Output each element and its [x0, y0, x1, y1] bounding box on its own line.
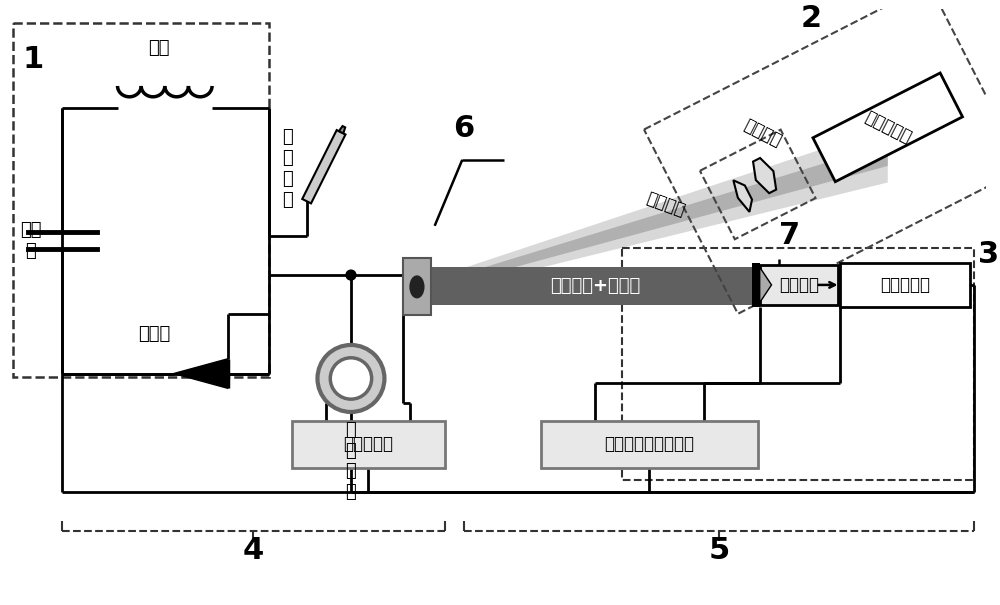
Bar — [622, 249, 974, 480]
Bar — [752, 263, 760, 307]
Polygon shape — [760, 267, 772, 302]
Polygon shape — [174, 359, 228, 388]
Bar — [760, 265, 838, 304]
Bar — [403, 258, 431, 315]
Text: 连续激光: 连续激光 — [644, 189, 688, 220]
Text: 3: 3 — [978, 240, 999, 269]
Text: 4: 4 — [243, 535, 264, 564]
Text: 数字延迟脉冲发生器: 数字延迟脉冲发生器 — [604, 436, 694, 454]
Bar — [840, 263, 970, 307]
Text: 电感: 电感 — [148, 39, 170, 57]
Polygon shape — [302, 130, 346, 203]
Text: 罗
氏
线
圈: 罗 氏 线 圈 — [346, 421, 356, 501]
Text: 电容
器: 电容 器 — [20, 221, 42, 260]
Text: 数字示波器: 数字示波器 — [343, 436, 393, 454]
Ellipse shape — [330, 358, 372, 399]
Bar — [541, 421, 758, 468]
Polygon shape — [753, 158, 776, 193]
Text: 高
压
探
头: 高 压 探 头 — [282, 128, 293, 209]
Bar — [292, 421, 445, 468]
Text: 扩束透镜: 扩束透镜 — [741, 116, 785, 150]
Text: 6: 6 — [454, 114, 475, 143]
Polygon shape — [431, 127, 888, 295]
Text: 2: 2 — [801, 4, 822, 33]
Text: 连续激光+电弧光: 连续激光+电弧光 — [550, 277, 640, 295]
Text: 1: 1 — [23, 45, 44, 74]
Text: 连续激光器: 连续激光器 — [861, 108, 914, 146]
Text: 晶闸管: 晶闸管 — [138, 325, 170, 343]
Bar — [431, 267, 760, 304]
Text: 7: 7 — [779, 221, 801, 249]
Text: 5: 5 — [709, 535, 730, 564]
Polygon shape — [431, 144, 888, 290]
Polygon shape — [813, 73, 963, 182]
Text: 高速摄影仪: 高速摄影仪 — [880, 276, 930, 294]
Text: 特征波长: 特征波长 — [779, 276, 819, 294]
Ellipse shape — [410, 276, 424, 298]
Bar — [13, 23, 269, 378]
Polygon shape — [339, 126, 345, 133]
Ellipse shape — [317, 345, 384, 412]
Polygon shape — [733, 180, 752, 212]
Circle shape — [346, 270, 356, 280]
